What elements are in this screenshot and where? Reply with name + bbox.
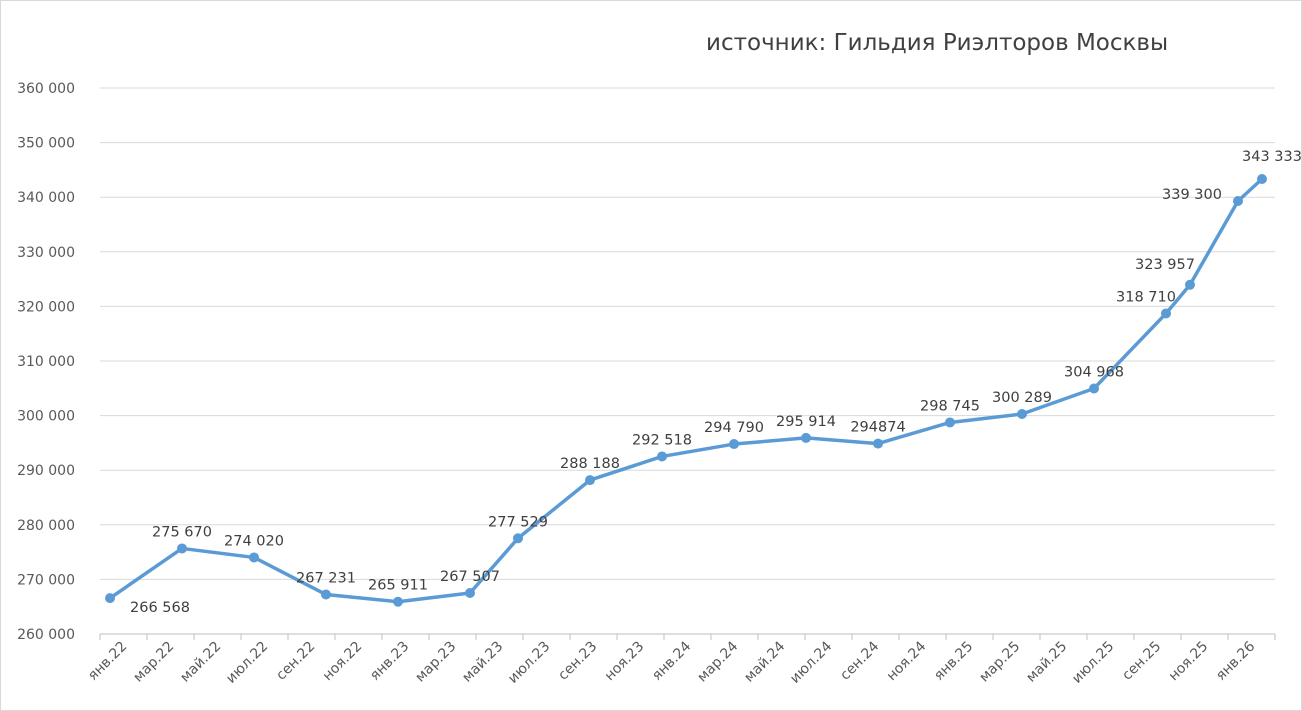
data-point [321, 589, 331, 600]
data-point [513, 533, 523, 544]
data-point [105, 593, 115, 604]
data-label: 294874 [850, 420, 905, 436]
data-label: 300 289 [992, 390, 1052, 406]
data-point [393, 596, 403, 607]
data-label: 277 529 [488, 514, 548, 530]
x-tick-label: мар.23 [412, 639, 459, 686]
data-point [465, 588, 475, 599]
y-tick-label: 310 000 [17, 354, 75, 370]
x-tick-label: сен.24 [837, 638, 882, 683]
x-tick-label: май.22 [177, 639, 224, 686]
data-point [873, 438, 883, 449]
y-tick-label: 360 000 [17, 81, 75, 97]
data-point [945, 417, 955, 428]
x-tick-label: сен.23 [555, 639, 600, 684]
x-tick-label: июл.25 [1069, 639, 1117, 687]
x-tick-label: мар.24 [694, 638, 741, 685]
chart-title: источник: Гильдия Риэлторов Москвы [706, 30, 1169, 56]
x-tick-label: янв.25 [931, 639, 976, 684]
data-point [585, 475, 595, 486]
y-tick-label: 280 000 [17, 518, 75, 534]
data-point [1161, 308, 1171, 319]
x-tick-label: янв.26 [1213, 638, 1258, 683]
data-label: 275 670 [152, 524, 212, 540]
data-point [1185, 279, 1195, 290]
x-tick-label: ноя.24 [884, 638, 930, 684]
y-tick-label: 330 000 [17, 245, 75, 261]
data-label: 265 911 [368, 578, 428, 594]
data-point [657, 451, 667, 462]
x-tick-label: янв.22 [85, 639, 130, 684]
x-tick-label: май.25 [1023, 639, 1070, 686]
data-label: 288 188 [560, 456, 620, 472]
data-label: 295 914 [776, 414, 836, 430]
y-tick-label: 290 000 [17, 463, 75, 479]
x-tick-label: мар.22 [130, 639, 177, 686]
x-tick-label: ноя.23 [602, 639, 648, 685]
data-point [177, 543, 187, 554]
x-tick-label: мар.25 [976, 639, 1023, 686]
x-tick-label: июл.23 [505, 639, 553, 687]
y-tick-label: 270 000 [17, 572, 75, 588]
x-tick-label: июл.22 [223, 639, 271, 687]
x-tick-label: ноя.25 [1166, 639, 1212, 685]
data-label: 267 231 [296, 571, 356, 587]
data-point [1233, 196, 1243, 207]
data-label: 274 020 [224, 533, 284, 549]
x-tick-label: июл.24 [787, 638, 835, 686]
data-label: 339 300 [1162, 187, 1222, 203]
data-label: 298 745 [920, 398, 980, 414]
data-point [1089, 383, 1099, 394]
y-tick-label: 350 000 [17, 136, 75, 152]
x-tick-label: ноя.22 [320, 639, 366, 685]
x-tick-label: май.24 [741, 638, 788, 685]
data-point [801, 432, 811, 443]
x-tick-label: янв.23 [367, 639, 412, 684]
y-tick-label: 320 000 [17, 299, 75, 315]
data-label: 323 957 [1135, 257, 1195, 273]
x-tick-label: май.23 [459, 639, 506, 686]
data-point [249, 552, 259, 563]
x-tick-label: янв.24 [649, 638, 694, 683]
data-label: 266 568 [130, 600, 190, 616]
data-label: 343 333 [1242, 149, 1302, 165]
data-label: 304 968 [1064, 364, 1124, 380]
data-label: 292 518 [632, 432, 692, 448]
data-label: 318 710 [1116, 289, 1176, 305]
x-tick-label: сен.22 [273, 639, 318, 684]
data-point [729, 439, 739, 450]
data-label: 294 790 [704, 420, 764, 436]
data-point [1257, 174, 1267, 185]
data-label: 267 507 [440, 569, 500, 585]
y-tick-label: 340 000 [17, 190, 75, 206]
x-tick-label: сен.25 [1119, 639, 1164, 684]
y-tick-label: 260 000 [17, 627, 75, 643]
data-point [1017, 409, 1027, 420]
y-tick-label: 300 000 [17, 409, 75, 425]
